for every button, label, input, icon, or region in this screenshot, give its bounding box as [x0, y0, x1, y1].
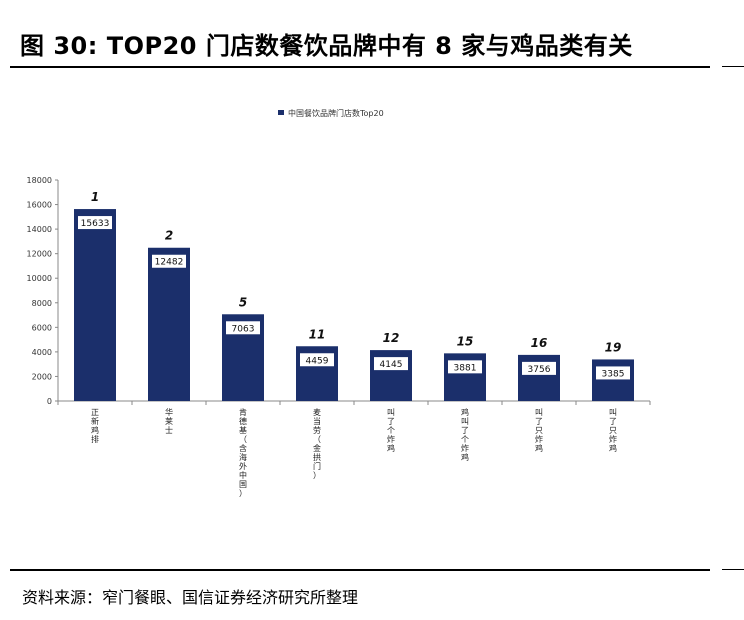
data-label: 4145 — [380, 360, 403, 370]
rank-label: 1 — [91, 190, 99, 204]
y-tick-label: 14000 — [27, 225, 52, 234]
bar — [148, 247, 190, 401]
bar — [74, 209, 116, 401]
x-tick-label: 正新鸡排 — [91, 408, 99, 444]
data-label: 12482 — [155, 258, 184, 268]
data-label-bg — [78, 216, 112, 230]
x-tick-label: 鸡叫了个炸鸡 — [461, 407, 469, 462]
chart-area: 中国餐饮品牌门店数Top20 0 2000 4000 6000 8000 10000 1200… — [0, 70, 720, 560]
legend-label: 中国餐饮品牌门店数Top20 — [288, 108, 384, 118]
x-tick-label: 叫了只炸鸡 — [609, 407, 617, 453]
rank-label: 16 — [531, 336, 548, 350]
data-label: 7063 — [232, 324, 255, 334]
y-tick-label: 18000 — [27, 176, 52, 185]
data-label-bg — [152, 254, 186, 268]
y-tick-label: 4000 — [32, 348, 52, 357]
data-label: 15633 — [81, 219, 110, 229]
data-label: 3881 — [454, 363, 477, 373]
rank-label: 2 — [165, 229, 173, 243]
legend-swatch — [278, 110, 284, 115]
data-label-bg — [522, 361, 556, 375]
x-tick-label: 叫了只炸鸡 — [535, 407, 543, 453]
y-tick-label: 6000 — [32, 323, 52, 332]
bar — [518, 354, 560, 401]
y-tick-label: 16000 — [27, 201, 52, 210]
rank-label: 11 — [309, 327, 326, 341]
x-tick-label: 华莱士 — [165, 407, 173, 435]
right-edge-rule-top — [722, 66, 744, 67]
rank-label: 15 — [457, 334, 474, 348]
y-tick-label: 0 — [47, 397, 52, 406]
data-label: 3385 — [602, 369, 625, 379]
rank-label: 19 — [605, 340, 622, 354]
x-tick-label: 麦当劳（金拱门） — [313, 407, 321, 480]
source-note: 资料来源：窄门餐眼、国信证券经济研究所整理 — [22, 588, 359, 607]
x-tick-label: 叫了个炸鸡 — [387, 407, 395, 453]
data-label-bg — [374, 357, 408, 371]
data-label: 4459 — [306, 356, 329, 366]
y-tick-label: 12000 — [27, 250, 52, 259]
x-tick-label: 肯德基（含海外中国） — [239, 407, 247, 498]
bar-chart: 中国餐饮品牌门店数Top20 0 2000 4000 6000 8000 10000 1200… — [27, 108, 651, 498]
data-label-bg — [596, 366, 630, 380]
y-tick-label: 2000 — [32, 372, 52, 381]
data-label-bg — [300, 353, 334, 367]
figure-title: 图 30: TOP20 门店数餐饮品牌中有 8 家与鸡品类有关 — [20, 32, 633, 60]
right-edge-rule-bottom — [722, 569, 744, 570]
y-tick-label: 10000 — [27, 274, 52, 283]
y-tick-label: 8000 — [32, 299, 52, 308]
rank-label: 5 — [239, 295, 247, 309]
title-rule — [10, 66, 710, 68]
bar — [592, 359, 634, 401]
data-label: 3756 — [528, 365, 551, 375]
rank-label: 12 — [383, 331, 400, 345]
data-label-bg — [448, 360, 482, 374]
source-rule — [10, 569, 710, 571]
data-label-bg — [226, 321, 260, 335]
